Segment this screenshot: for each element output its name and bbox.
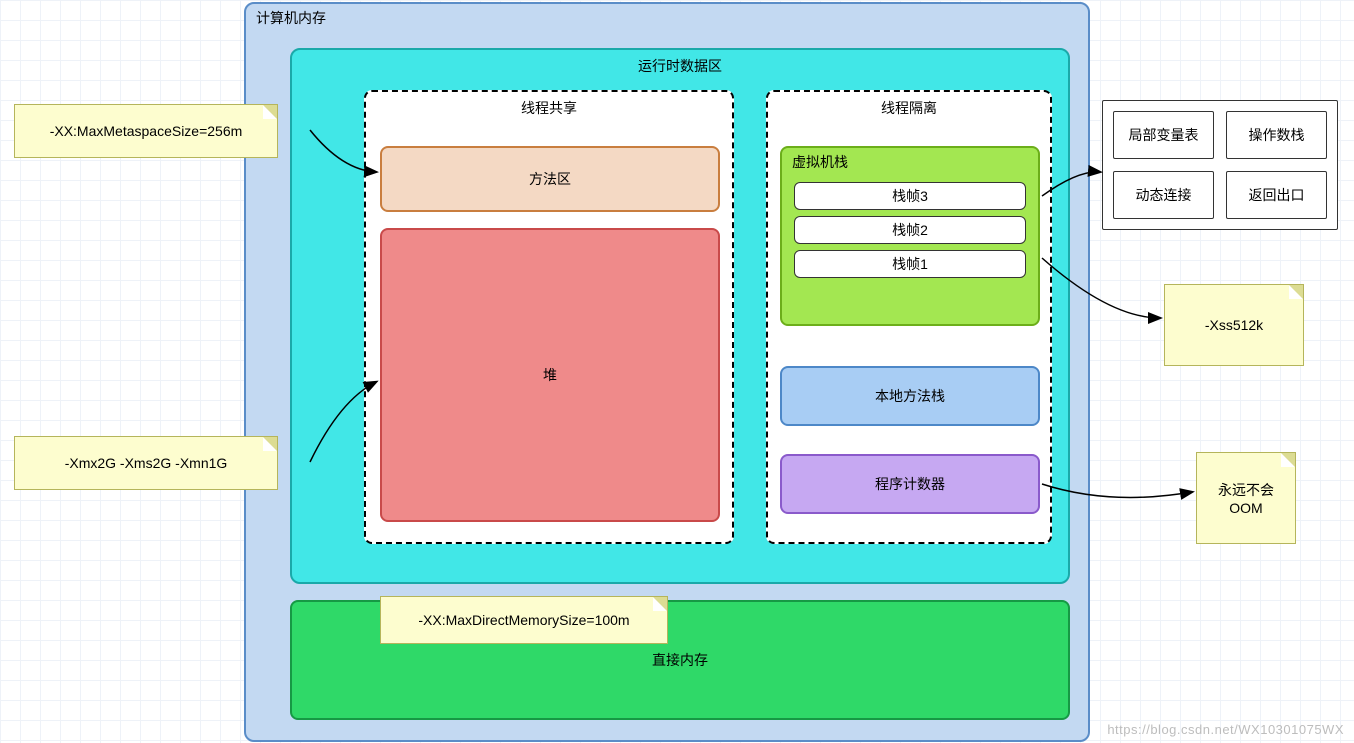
frame-part: 操作数栈 [1226, 111, 1327, 159]
thread-shared-label: 线程共享 [366, 98, 732, 118]
heap-label: 堆 [382, 365, 718, 385]
native-stack-box: 本地方法栈 [780, 366, 1040, 426]
vm-stack-label: 虚拟机栈 [792, 152, 848, 172]
note-metaspace: -XX:MaxMetaspaceSize=256m [14, 104, 278, 158]
note-direct: -XX:MaxDirectMemorySize=100m [380, 596, 668, 644]
stack-frame: 栈帧1 [794, 250, 1026, 278]
watermark: https://blog.csdn.net/WX10301075WX [1107, 722, 1344, 737]
pc-register-box: 程序计数器 [780, 454, 1040, 514]
note-xss: -Xss512k [1164, 284, 1304, 366]
note-heapopts: -Xmx2G -Xms2G -Xmn1G [14, 436, 278, 490]
method-area-box: 方法区 [380, 146, 720, 212]
pc-register-label: 程序计数器 [782, 474, 1038, 494]
method-area-label: 方法区 [382, 169, 718, 189]
frame-part: 动态连接 [1113, 171, 1214, 219]
stack-frame: 栈帧3 [794, 182, 1026, 210]
runtime-area-label: 运行时数据区 [292, 56, 1068, 76]
computer-memory-label: 计算机内存 [256, 8, 326, 28]
direct-memory-label: 直接内存 [292, 650, 1068, 670]
note-oom: 永远不会 OOM [1196, 452, 1296, 544]
thread-isolated-label: 线程隔离 [768, 98, 1050, 118]
frame-part: 返回出口 [1226, 171, 1327, 219]
heap-box: 堆 [380, 228, 720, 522]
frame-parts-container: 局部变量表 操作数栈 动态连接 返回出口 [1102, 100, 1338, 230]
vm-stack-box: 虚拟机栈 栈帧3 栈帧2 栈帧1 [780, 146, 1040, 326]
native-stack-label: 本地方法栈 [782, 386, 1038, 406]
frame-part: 局部变量表 [1113, 111, 1214, 159]
stack-frame: 栈帧2 [794, 216, 1026, 244]
